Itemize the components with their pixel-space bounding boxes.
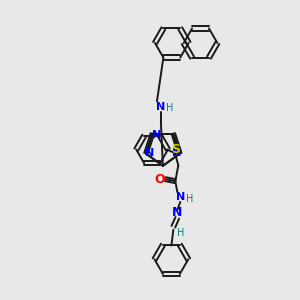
Text: N: N — [176, 192, 185, 202]
Text: N: N — [152, 130, 161, 140]
Text: H: H — [185, 194, 193, 204]
Text: N: N — [145, 148, 154, 158]
Text: H: H — [177, 228, 184, 238]
Text: S: S — [171, 143, 180, 156]
Text: N: N — [156, 102, 166, 112]
Text: N: N — [172, 148, 182, 158]
Text: H: H — [166, 103, 173, 113]
Text: O: O — [154, 173, 165, 186]
Text: N: N — [172, 206, 182, 219]
